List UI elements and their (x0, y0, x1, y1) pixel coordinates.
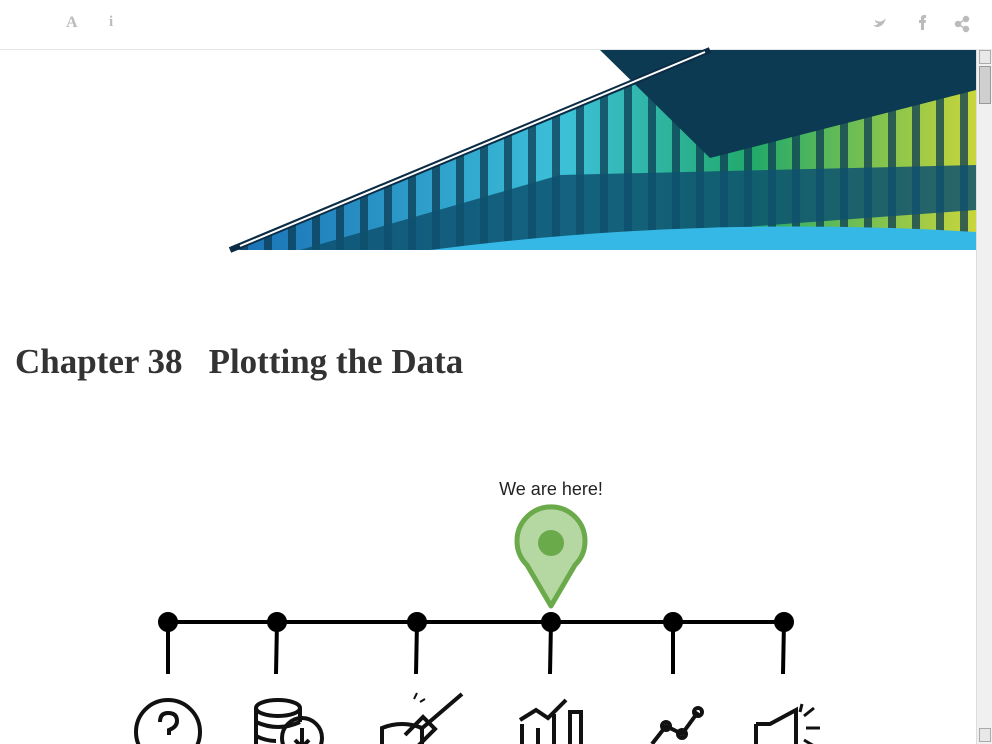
header-banner (228, 47, 976, 253)
question-mark (158, 710, 180, 735)
scrollbar[interactable] (976, 50, 992, 744)
chapter-title: Plotting the Data (208, 342, 464, 381)
marker-label: We are here! (499, 479, 603, 499)
bar-chart-icon (518, 698, 583, 744)
line-chart-icon (650, 706, 704, 744)
cleaning-icon (380, 692, 464, 744)
twitter-icon[interactable] (873, 18, 886, 27)
location-pin (514, 504, 588, 609)
info-button[interactable]: i (109, 14, 114, 30)
timeline-nodes (158, 612, 794, 675)
question-icon (134, 698, 202, 744)
database-icon (254, 698, 324, 744)
share-icons (873, 15, 970, 33)
facebook-icon[interactable] (919, 15, 926, 30)
scroll-down[interactable] (979, 728, 991, 742)
megaphone-icon (754, 703, 820, 744)
chapter-heading: Chapter 38 Plotting the Data (15, 342, 463, 382)
scroll-thumb[interactable] (979, 66, 991, 104)
step-icons (134, 692, 820, 744)
chapter-number: Chapter 38 (15, 342, 183, 381)
workflow-timeline (158, 612, 794, 675)
share-icon[interactable] (954, 15, 970, 33)
scroll-up[interactable] (979, 50, 991, 64)
toolbar: A i (0, 0, 992, 50)
font-settings-button[interactable]: A (66, 14, 78, 31)
